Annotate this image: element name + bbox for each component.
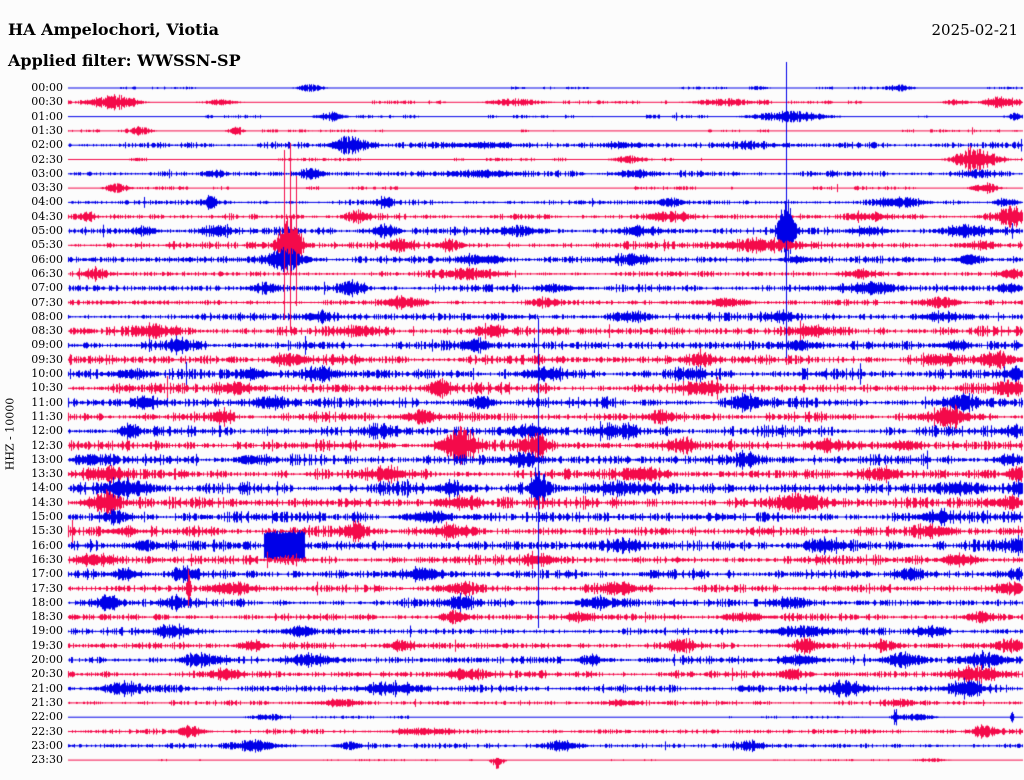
time-label: 14:30 bbox=[31, 495, 63, 509]
time-label: 16:30 bbox=[31, 552, 63, 566]
time-label: 14:00 bbox=[31, 481, 63, 495]
time-label: 03:00 bbox=[31, 166, 63, 180]
time-label: 02:30 bbox=[31, 152, 63, 166]
time-label: 07:30 bbox=[31, 295, 63, 309]
time-label: 11:30 bbox=[31, 409, 63, 423]
time-label: 00:30 bbox=[31, 95, 63, 109]
time-label: 21:00 bbox=[31, 681, 63, 695]
time-label: 07:00 bbox=[31, 281, 63, 295]
time-label: 06:30 bbox=[31, 266, 63, 280]
date-label: 2025-02-21 bbox=[931, 21, 1018, 39]
station-title: HA Ampelochori, Viotia bbox=[8, 20, 219, 39]
time-label: 20:00 bbox=[31, 653, 63, 666]
time-label: 18:00 bbox=[31, 595, 63, 609]
time-label: 00:00 bbox=[31, 81, 63, 94]
time-label: 05:30 bbox=[31, 238, 63, 252]
time-label: 15:00 bbox=[31, 510, 63, 523]
time-label: 19:30 bbox=[31, 638, 63, 652]
filter-label: Applied filter: WWSSN-SP bbox=[8, 51, 241, 70]
time-label: 23:30 bbox=[31, 753, 63, 767]
time-label: 01:30 bbox=[31, 123, 63, 137]
time-label: 17:00 bbox=[31, 567, 63, 581]
time-label: 03:30 bbox=[31, 181, 63, 195]
time-label: 01:00 bbox=[31, 109, 63, 123]
time-label: 04:30 bbox=[31, 209, 63, 223]
time-label: 08:00 bbox=[31, 309, 63, 323]
time-label: 10:30 bbox=[31, 381, 63, 395]
time-label: 10:00 bbox=[31, 367, 63, 380]
time-label: 13:00 bbox=[31, 452, 63, 466]
time-label: 22:00 bbox=[31, 710, 63, 724]
time-label: 02:00 bbox=[31, 138, 63, 152]
time-label: 13:30 bbox=[31, 467, 63, 481]
time-label: 06:00 bbox=[31, 252, 63, 266]
time-label: 21:30 bbox=[31, 695, 63, 709]
time-label: 20:30 bbox=[31, 667, 63, 681]
time-label: 17:30 bbox=[31, 581, 63, 595]
time-label: 09:30 bbox=[31, 352, 63, 366]
time-label: 09:00 bbox=[31, 338, 63, 352]
time-label: 08:30 bbox=[31, 324, 63, 338]
time-labels-column: 00:00 00:30 01:00 01:30 02:00 02:30 03:00 03:30… bbox=[0, 0, 63, 780]
time-label: 04:00 bbox=[31, 195, 63, 209]
time-label: 19:00 bbox=[31, 624, 63, 638]
time-label: 22:30 bbox=[31, 724, 63, 738]
time-label: 12:00 bbox=[31, 424, 63, 438]
time-label: 15:30 bbox=[31, 524, 63, 538]
time-label: 23:00 bbox=[31, 738, 63, 752]
time-label: 16:00 bbox=[31, 538, 63, 552]
time-label: 18:30 bbox=[31, 610, 63, 624]
time-label: 05:00 bbox=[31, 224, 63, 237]
time-label: 11:00 bbox=[31, 395, 63, 409]
time-label: 12:30 bbox=[31, 438, 63, 452]
